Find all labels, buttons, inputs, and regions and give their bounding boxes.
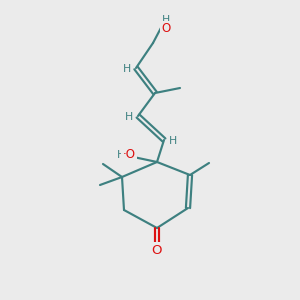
- Text: H: H: [123, 64, 131, 74]
- Text: O: O: [152, 244, 162, 256]
- Text: H: H: [162, 15, 170, 25]
- Text: ·O: ·O: [122, 148, 136, 161]
- Text: H: H: [125, 112, 133, 122]
- Text: H: H: [117, 150, 125, 160]
- Text: H: H: [169, 136, 177, 146]
- Text: O: O: [161, 22, 171, 35]
